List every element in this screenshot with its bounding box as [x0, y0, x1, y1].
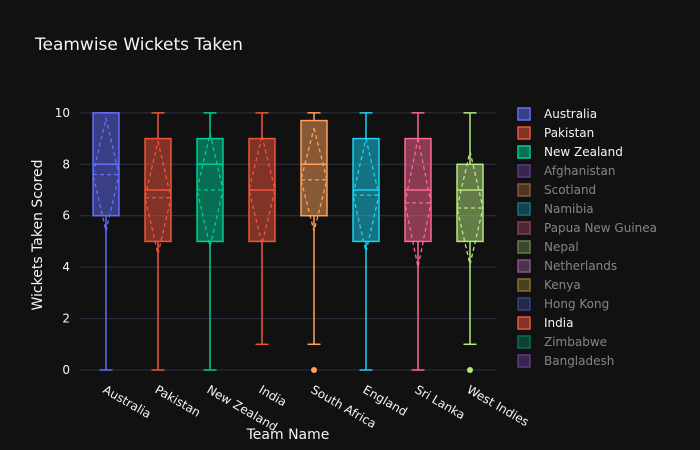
- box-new-zealand: [196, 112, 224, 371]
- legend-item[interactable]: Scotland: [517, 183, 596, 197]
- x-tick-label: West Indies: [465, 382, 532, 429]
- sd-diamond: [196, 133, 224, 247]
- sd-diamond: [456, 151, 484, 265]
- legend-swatch: [517, 183, 531, 197]
- box-south-africa: [300, 112, 328, 373]
- chart-title: Teamwise Wickets Taken: [34, 35, 243, 55]
- legend-label: Nepal: [544, 240, 579, 254]
- sd-diamond: [300, 128, 328, 232]
- legend-swatch: [517, 316, 531, 330]
- legend-swatch: [517, 221, 531, 235]
- box-australia: [92, 112, 120, 371]
- sd-diamond: [404, 138, 432, 268]
- y-tick-label: 10: [55, 106, 70, 120]
- legend-swatch: [517, 335, 531, 349]
- legend-item[interactable]: Australia: [517, 107, 597, 121]
- legend-swatch: [517, 126, 531, 140]
- legend-label: Australia: [544, 107, 597, 121]
- legend-label: Afghanistan: [544, 164, 615, 178]
- legend-swatch: [517, 259, 531, 273]
- legend-item[interactable]: Netherlands: [517, 259, 617, 273]
- legend-item[interactable]: Papua New Guinea: [517, 221, 657, 235]
- legend-item[interactable]: Zimbabwe: [517, 335, 607, 349]
- legend-label: Namibia: [544, 202, 594, 216]
- legend-item[interactable]: Kenya: [517, 278, 581, 292]
- legend-item[interactable]: Bangladesh: [517, 354, 614, 368]
- legend-item[interactable]: Pakistan: [517, 126, 594, 140]
- sd-diamond: [92, 117, 120, 232]
- legend-swatch: [517, 202, 531, 216]
- legend-swatch: [517, 297, 531, 311]
- legend-swatch: [517, 164, 531, 178]
- box-sri-lanka: [404, 112, 432, 371]
- legend-label: New Zealand: [544, 145, 623, 159]
- sd-diamond: [248, 135, 276, 245]
- legend-swatch: [517, 278, 531, 292]
- legend-label: Kenya: [544, 278, 581, 292]
- legend-label: Hong Kong: [544, 297, 609, 311]
- legend-item[interactable]: Hong Kong: [517, 297, 609, 311]
- box-india: [248, 112, 276, 346]
- x-tick-label: Pakistan: [153, 382, 204, 419]
- legend-item[interactable]: Nepal: [517, 240, 579, 254]
- x-tick-label: India: [257, 382, 290, 409]
- y-tick-label: 2: [62, 312, 70, 326]
- legend-item[interactable]: India: [517, 316, 573, 330]
- box-iqr: [300, 119, 328, 217]
- box-series: [92, 112, 484, 373]
- legend-item[interactable]: Afghanistan: [517, 164, 615, 178]
- legend-item[interactable]: Namibia: [517, 202, 594, 216]
- legend-label: Papua New Guinea: [544, 221, 657, 235]
- y-axis-ticks: 0 2 4 6 8 10: [55, 106, 70, 377]
- box-iqr: [456, 163, 484, 243]
- legend-label: Scotland: [544, 183, 596, 197]
- legend-label: Bangladesh: [544, 354, 614, 368]
- y-tick-label: 4: [62, 260, 70, 274]
- legend-label: India: [544, 316, 573, 330]
- x-axis-label: Team Name: [246, 427, 330, 443]
- legend-swatch: [517, 107, 531, 121]
- y-tick-label: 8: [62, 157, 70, 171]
- y-tick-label: 6: [62, 209, 70, 223]
- y-axis-label: Wickets Taken Scored: [30, 159, 46, 310]
- legend-swatch: [517, 145, 531, 159]
- legend-swatch: [517, 354, 531, 368]
- legend: Australia Pakistan New Zealand Afghanistan S…: [517, 107, 657, 368]
- legend-item[interactable]: New Zealand: [517, 145, 623, 159]
- outlier-point: [311, 367, 317, 373]
- x-tick-label: Sri Lanka: [413, 382, 468, 422]
- x-tick-label: Australia: [101, 382, 154, 421]
- sd-diamond: [144, 140, 172, 255]
- sd-diamond: [352, 138, 380, 252]
- y-tick-label: 0: [62, 363, 70, 377]
- legend-swatch: [517, 240, 531, 254]
- legend-label: Zimbabwe: [544, 335, 607, 349]
- box-west-indies: [456, 112, 484, 373]
- outlier-point: [467, 367, 473, 373]
- grid-lines: [80, 112, 496, 371]
- legend-label: Netherlands: [544, 259, 617, 273]
- box-pakistan: [144, 112, 172, 371]
- box-england: [352, 112, 380, 371]
- legend-label: Pakistan: [544, 126, 594, 140]
